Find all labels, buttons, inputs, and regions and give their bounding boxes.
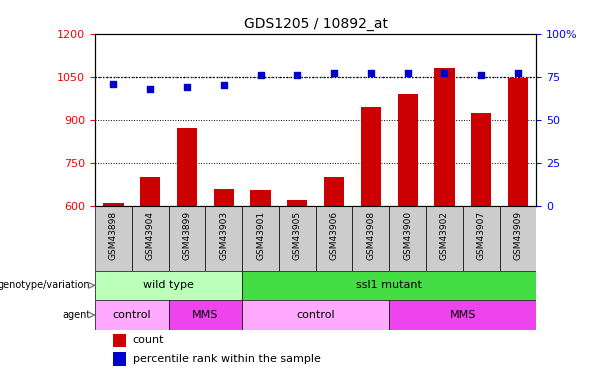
Bar xyxy=(95,206,132,271)
Bar xyxy=(242,271,536,300)
Bar xyxy=(508,78,528,206)
Text: control: control xyxy=(296,310,335,320)
Text: ssl1 mutant: ssl1 mutant xyxy=(356,280,422,290)
Text: percentile rank within the sample: percentile rank within the sample xyxy=(132,354,321,364)
Point xyxy=(329,70,339,76)
Text: count: count xyxy=(132,335,164,345)
Bar xyxy=(169,300,242,330)
Text: control: control xyxy=(112,310,151,320)
Point xyxy=(145,86,155,92)
Point xyxy=(366,70,376,76)
Point xyxy=(440,70,449,76)
Bar xyxy=(132,206,169,271)
Bar xyxy=(242,206,279,271)
Text: GSM43900: GSM43900 xyxy=(403,211,412,260)
Bar xyxy=(324,177,345,206)
Bar xyxy=(463,206,500,271)
Bar xyxy=(397,94,418,206)
Bar xyxy=(95,271,242,300)
Text: MMS: MMS xyxy=(449,310,476,320)
Bar xyxy=(95,300,169,330)
Bar xyxy=(426,206,463,271)
Bar xyxy=(214,189,234,206)
Bar xyxy=(316,206,352,271)
Text: GSM43908: GSM43908 xyxy=(367,211,375,260)
Text: GSM43904: GSM43904 xyxy=(146,211,154,260)
Point xyxy=(403,70,413,76)
Bar xyxy=(360,107,381,206)
Bar xyxy=(251,190,271,206)
Text: GSM43906: GSM43906 xyxy=(330,211,338,260)
Bar xyxy=(471,113,492,206)
Point xyxy=(476,72,486,78)
Point xyxy=(292,72,302,78)
Text: GSM43907: GSM43907 xyxy=(477,211,485,260)
Bar xyxy=(279,206,316,271)
Text: GSM43905: GSM43905 xyxy=(293,211,302,260)
Text: wild type: wild type xyxy=(143,280,194,290)
Point xyxy=(513,70,523,76)
Text: GSM43898: GSM43898 xyxy=(109,211,118,260)
Bar xyxy=(389,206,426,271)
Text: MMS: MMS xyxy=(192,310,219,320)
Bar xyxy=(103,203,124,206)
Text: GSM43901: GSM43901 xyxy=(256,211,265,260)
Bar xyxy=(500,206,536,271)
Text: GSM43899: GSM43899 xyxy=(183,211,191,260)
Bar xyxy=(435,68,455,206)
Bar xyxy=(205,206,242,271)
Bar xyxy=(113,352,126,366)
Bar xyxy=(352,206,389,271)
Bar xyxy=(113,334,126,347)
Text: GSM43903: GSM43903 xyxy=(219,211,228,260)
Text: agent: agent xyxy=(63,310,91,320)
Point xyxy=(109,81,118,87)
Bar xyxy=(177,129,197,206)
Point xyxy=(256,72,265,78)
Bar xyxy=(169,206,205,271)
Text: GSM43902: GSM43902 xyxy=(440,211,449,260)
Point xyxy=(182,84,192,90)
Bar xyxy=(140,177,161,206)
Text: GSM43909: GSM43909 xyxy=(514,211,522,260)
Text: genotype/variation: genotype/variation xyxy=(0,280,91,290)
Bar xyxy=(389,300,536,330)
Point xyxy=(219,82,229,88)
Bar xyxy=(242,300,389,330)
Title: GDS1205 / 10892_at: GDS1205 / 10892_at xyxy=(244,17,387,32)
Bar xyxy=(287,200,307,206)
